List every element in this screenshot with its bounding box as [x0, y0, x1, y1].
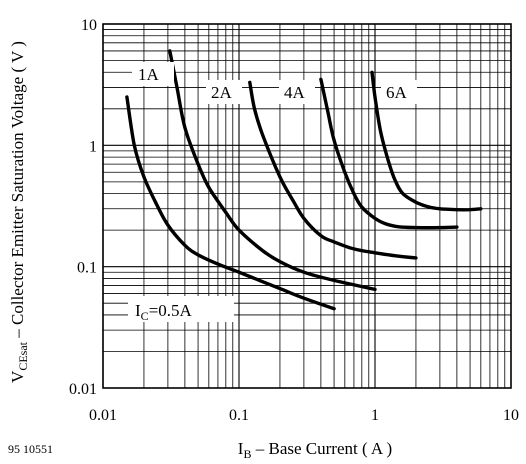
curve-4A: [319, 77, 459, 230]
curve-label-background: [132, 62, 174, 86]
curve-label-main: 1A: [138, 65, 160, 84]
curve-label: IC=0.5A: [135, 301, 193, 323]
x-axis-title-rest: – Base Current ( A ): [251, 439, 392, 458]
curve-label-rest: =0.5A: [149, 301, 193, 320]
x-tick-label: 1: [371, 407, 379, 424]
curve-label-sub: C: [141, 309, 149, 323]
x-tick-label: 0.01: [89, 407, 117, 424]
plot-frame: [102, 23, 512, 389]
y-tick-label: 1: [89, 138, 97, 155]
curve-label: 1A: [138, 65, 160, 84]
y-axis-title: VCEsat – Collector Emitter Saturation Vo…: [8, 41, 30, 383]
x-axis-title: IB – Base Current ( A ): [238, 439, 392, 461]
y-axis-title-sub: CEsat: [16, 341, 30, 370]
x-axis-title-main: I: [238, 439, 244, 458]
y-tick-label: 0.01: [69, 381, 97, 398]
y-tick-label: 0.1: [77, 260, 97, 277]
curve-label: 6A: [386, 83, 408, 102]
y-tick-labels: 0.01 0.1 1 10: [69, 17, 97, 398]
curve-label-background: [206, 80, 242, 104]
curve-label-background: [381, 80, 417, 104]
curve-label-background: [128, 296, 234, 322]
x-tick-label: 10: [503, 407, 519, 424]
x-tick-label: 0.1: [229, 407, 249, 424]
curve-1A: [168, 49, 377, 292]
curve-2A: [248, 80, 418, 260]
y-axis-title-rest: – Collector Emitter Saturation Voltage (…: [8, 41, 27, 342]
curve-I=0.5A: [125, 95, 336, 311]
curve-label-main: 2A: [211, 83, 233, 102]
x-axis-title-sub: B: [243, 447, 251, 461]
curve-label-main: 6A: [386, 83, 408, 102]
figure-id: 95 10551: [8, 442, 53, 456]
curve-labels: IC=0.5A 1A 2A 4A 6A: [128, 62, 417, 323]
curve-label-main: I: [135, 301, 141, 320]
y-tick-label: 10: [81, 17, 97, 34]
curve-6A: [370, 70, 483, 212]
curves: [125, 49, 483, 311]
curve-label-main: 4A: [284, 83, 306, 102]
curve-label: 2A: [211, 83, 233, 102]
x-tick-labels: 0.01 0.1 1 10: [89, 407, 519, 424]
y-axis-title-main: V: [8, 370, 27, 383]
curve-label-background: [279, 80, 315, 104]
curve-label: 4A: [284, 83, 306, 102]
